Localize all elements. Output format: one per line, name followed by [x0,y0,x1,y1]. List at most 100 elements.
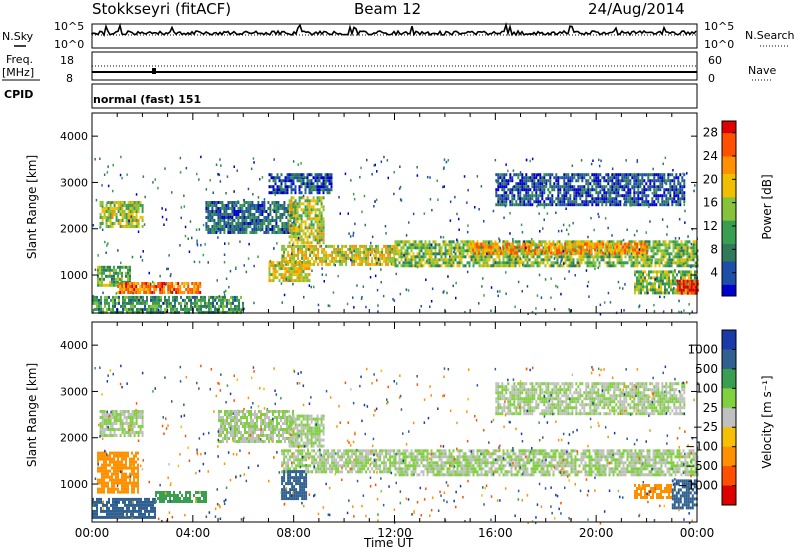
cell-2 [161,282,164,285]
cell-0 [137,201,140,204]
cell-9 [394,252,397,256]
cell-10 [628,251,631,255]
cell-9 [416,246,419,250]
cell-9 [684,264,687,268]
cell-1 [103,268,105,272]
noise-cell [378,258,380,261]
noise-cell [617,280,620,284]
cell-9 [398,240,401,244]
cell-3 [218,310,220,314]
cell-9 [504,243,507,247]
noise-cell [360,297,363,300]
noise-cell [598,215,600,219]
cell-3 [206,301,208,305]
cell-11 [631,176,634,180]
cell-10 [486,248,489,252]
cell-7 [290,267,293,271]
cell-5 [367,259,370,263]
cell-9 [656,249,659,253]
cell-10 [602,242,605,246]
cell-0 [139,204,142,207]
noise-cell [151,280,154,284]
cell-9 [450,240,453,244]
cell-10 [630,245,633,249]
cell-11 [541,179,544,183]
cell-11 [659,179,662,183]
cell-4 [239,204,242,207]
cell-4 [245,228,248,231]
cell-10 [510,251,513,255]
cell-9 [480,252,483,256]
cell-9 [654,252,657,256]
noise-cell [474,206,476,209]
cell-6 [300,235,303,239]
noise-cell [318,173,320,176]
cell-5 [317,247,320,251]
cell-12 [662,273,664,277]
cell-11 [523,200,526,204]
cell-5 [369,262,372,266]
cell-11 [539,203,542,207]
cell-4 [281,222,284,225]
cell-10 [610,251,613,255]
cell-9 [456,264,459,268]
cell-5 [305,256,308,260]
cell-0 [121,225,124,228]
cell-4 [269,219,272,222]
noise-cell [503,216,505,219]
cell-4 [241,228,244,231]
cell-5 [285,262,288,266]
cell-11 [597,173,600,177]
noise-cell [369,267,372,270]
cell-0 [121,207,124,210]
cell-1 [101,268,103,272]
cell-4 [225,204,228,207]
cell-11 [533,200,536,204]
cell-11 [579,203,582,207]
cell-12 [646,291,648,295]
cell-5 [377,250,380,254]
cell-1 [101,271,103,275]
cell-5 [305,253,308,257]
cell-10 [626,245,629,249]
cell-5 [345,250,348,254]
noise-cell [590,162,593,166]
cell-8 [308,179,311,183]
cell-0 [131,204,134,207]
cell-11 [583,173,586,177]
cell-9 [490,264,493,268]
cell-4 [219,207,222,210]
cell-12 [680,285,682,289]
noise-cell [135,193,138,196]
cell-11 [653,173,656,177]
cell-2 [167,291,170,294]
cell-9 [448,264,451,268]
cell-11 [587,185,590,189]
cell-3 [94,298,96,302]
cell-3 [236,295,238,299]
cell-4 [215,231,218,234]
cell-10 [644,251,647,255]
noise-cell [526,285,529,288]
cell-9 [434,252,437,256]
cell-5 [321,262,324,266]
cell-9 [502,261,505,265]
cell-5 [387,256,390,260]
cell-6 [320,199,323,203]
cell-11 [615,185,618,189]
cell-11 [663,173,666,177]
cell-8 [290,185,293,189]
cell-8 [322,176,325,180]
cell-11 [649,173,652,177]
noise-cell [308,284,311,287]
cell-9 [470,258,473,262]
cell-9 [484,255,487,259]
cell-5 [311,250,314,254]
cell-11 [525,191,528,195]
cell-9 [630,252,633,256]
cell-0 [125,216,128,219]
cell-4 [213,210,216,213]
cell-4 [249,213,252,216]
cell-5 [387,244,390,248]
noise-cell [148,271,150,275]
